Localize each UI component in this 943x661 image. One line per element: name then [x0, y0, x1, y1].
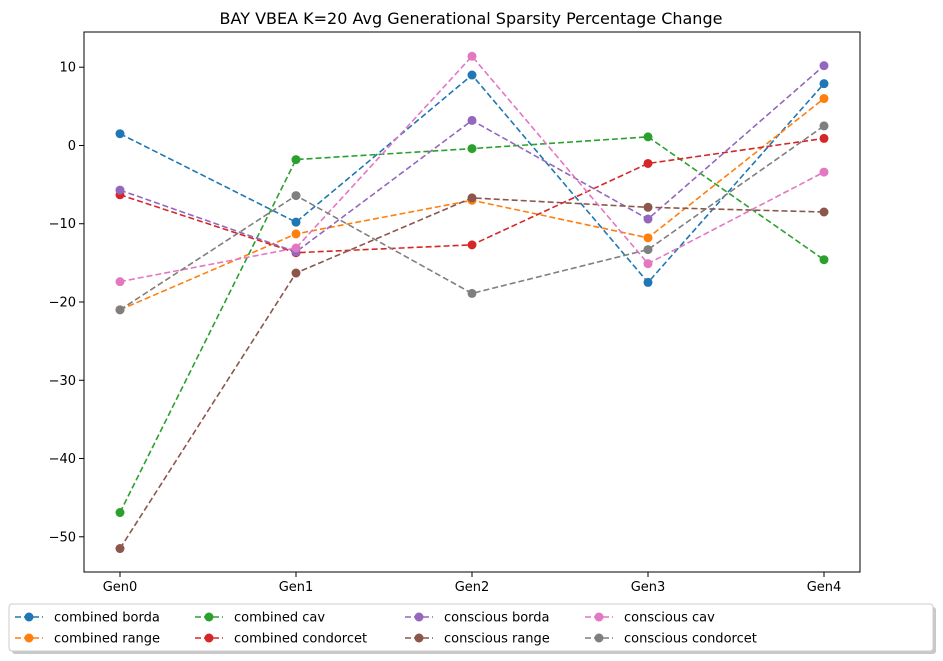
- x-tick-label: Gen3: [631, 580, 666, 595]
- series-combined-range: [115, 94, 829, 315]
- data-point: [643, 214, 653, 224]
- series-layer: [115, 51, 829, 554]
- legend-label: combined range: [54, 632, 160, 647]
- data-point: [115, 129, 125, 139]
- legend-item[interactable]: conscious condorcet: [585, 632, 757, 647]
- data-point: [291, 217, 301, 227]
- legend-marker: [204, 633, 214, 643]
- legend-item[interactable]: combined condorcet: [195, 632, 367, 647]
- series-line: [119, 197, 825, 549]
- series-line: [119, 65, 825, 253]
- data-point: [291, 243, 301, 253]
- y-tick-label: −40: [49, 452, 76, 467]
- y-axis: 10 0 −10 −20 −30 −40 −50: [49, 61, 84, 545]
- x-axis: Gen0 Gen1 Gen2 Gen3 Gen4: [103, 572, 842, 595]
- data-point: [819, 94, 829, 104]
- series-line: [119, 55, 825, 283]
- legend-marker: [414, 612, 424, 622]
- legend-box: [8, 603, 934, 652]
- data-point: [291, 191, 301, 201]
- data-point: [819, 61, 829, 71]
- data-point: [819, 167, 829, 177]
- y-tick-label: −20: [49, 296, 76, 311]
- data-point: [643, 245, 653, 255]
- data-point: [467, 115, 477, 125]
- legend-label: combined condorcet: [234, 632, 367, 647]
- data-point: [467, 240, 477, 250]
- series-conscious-range: [115, 193, 829, 554]
- y-tick-label: 0: [68, 139, 76, 154]
- legend-marker: [204, 612, 214, 622]
- data-point: [819, 79, 829, 89]
- series-line: [119, 136, 825, 513]
- legend-label: conscious condorcet: [624, 632, 757, 647]
- legend-item[interactable]: conscious range: [405, 632, 550, 647]
- legend-marker: [24, 633, 34, 643]
- x-tick-label: Gen4: [807, 580, 842, 595]
- data-point: [819, 133, 829, 143]
- data-point: [115, 544, 125, 554]
- series-conscious-cav: [115, 51, 829, 287]
- legend-label: conscious range: [444, 632, 550, 647]
- y-tick-label: −10: [49, 217, 76, 232]
- data-point: [291, 229, 301, 239]
- series-combined-cav: [115, 132, 829, 518]
- data-point: [467, 70, 477, 80]
- x-tick-label: Gen2: [455, 580, 490, 595]
- chart-title: BAY VBEA K=20 Avg Generational Sparsity …: [220, 9, 723, 28]
- legend-marker: [594, 612, 604, 622]
- plot-area: [83, 31, 861, 573]
- data-point: [291, 268, 301, 278]
- data-point: [819, 207, 829, 217]
- data-point: [819, 121, 829, 131]
- legend-marker: [594, 633, 604, 643]
- data-point: [115, 508, 125, 518]
- legend-marker: [24, 612, 34, 622]
- legend-label: combined cav: [234, 611, 325, 626]
- series-conscious-borda: [115, 61, 829, 257]
- series-line: [119, 125, 825, 311]
- legend-item[interactable]: conscious borda: [405, 611, 550, 626]
- y-tick-label: −50: [49, 530, 76, 545]
- legend-item[interactable]: combined borda: [15, 611, 160, 626]
- series-combined-borda: [115, 70, 829, 287]
- legend-item[interactable]: combined cav: [195, 611, 325, 626]
- data-point: [467, 288, 477, 298]
- series-line: [119, 73, 825, 284]
- legend-item[interactable]: conscious cav: [585, 611, 715, 626]
- data-point: [467, 193, 477, 203]
- legend[interactable]: combined borda combined range combined cav…: [8, 603, 936, 654]
- data-point: [643, 158, 653, 168]
- data-point: [643, 277, 653, 287]
- legend-item[interactable]: combined range: [15, 632, 160, 647]
- data-point: [291, 155, 301, 165]
- data-point: [467, 51, 477, 61]
- x-tick-label: Gen0: [103, 580, 138, 595]
- data-point: [467, 144, 477, 154]
- data-point: [819, 255, 829, 265]
- x-tick-label: Gen1: [279, 580, 314, 595]
- series-conscious-condorcet: [115, 121, 829, 315]
- data-point: [643, 259, 653, 269]
- y-tick-label: −30: [49, 374, 76, 389]
- data-point: [115, 185, 125, 195]
- data-point: [643, 202, 653, 212]
- legend-label: conscious borda: [444, 611, 550, 626]
- legend-marker: [414, 633, 424, 643]
- data-point: [643, 132, 653, 142]
- legend-label: combined borda: [54, 611, 160, 626]
- y-tick-label: 10: [59, 61, 76, 76]
- data-point: [115, 277, 125, 287]
- data-point: [115, 305, 125, 315]
- data-point: [643, 233, 653, 243]
- legend-label: conscious cav: [624, 611, 715, 626]
